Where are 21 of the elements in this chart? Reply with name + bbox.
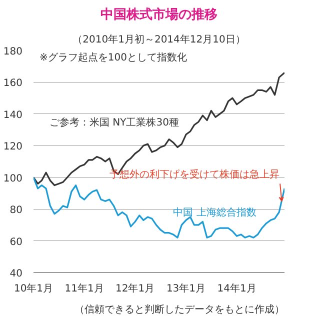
y-tick-label: 80 (10, 205, 23, 216)
x-tick-label: 13年1月 (166, 282, 206, 294)
annotation: ※グラフ起点を100として指数化 (40, 52, 187, 64)
series-label: 中国 上海総合指数 (173, 206, 256, 218)
y-tick-label: 100 (3, 173, 23, 184)
y-tick-label: 160 (3, 78, 23, 90)
y-tick-label: 40 (10, 268, 23, 280)
line-series (34, 72, 284, 186)
x-tick-label: 11年1月 (64, 282, 104, 294)
series-label: ご参考：米国 NY工業株30種 (49, 116, 179, 128)
text: （信頼できると判断したデータをもとに作成） (74, 304, 284, 316)
x-tick-label: 12年1月 (116, 282, 155, 294)
y-tick-label: 180 (3, 46, 23, 58)
y-tick-label: 120 (3, 142, 23, 153)
y-tick-label: 140 (3, 110, 23, 121)
y-tick-label: 60 (10, 236, 23, 248)
chart-title: 中国株式市場の推移 (100, 6, 218, 22)
x-tick-label: 14年1月 (217, 282, 256, 294)
chart-subtitle: （2010年1月初～2014年12月10日） (72, 34, 246, 46)
annotation: 予想外の利下げを受けて株価は急上昇 (110, 168, 280, 181)
x-tick-label: 10年1月 (14, 282, 54, 294)
